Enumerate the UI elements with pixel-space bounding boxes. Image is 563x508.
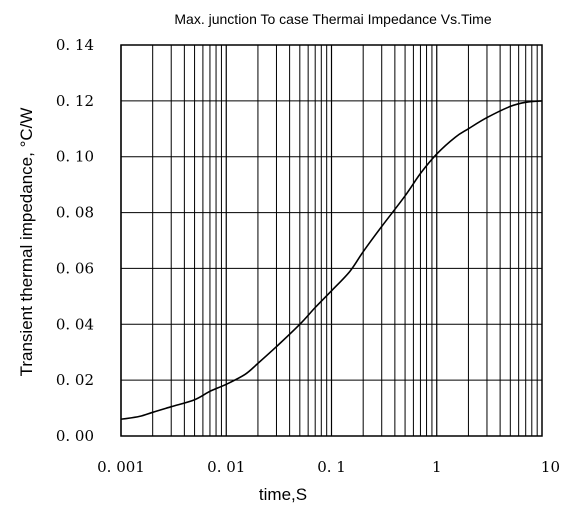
y-tick-label: 0. 02 — [56, 371, 94, 389]
chart-title: Max. junction To case Thermai Impedance … — [174, 11, 491, 27]
y-axis-label: Transient thermal impedance, °C/W — [17, 108, 36, 377]
tick-labels: 0. 00 0. 02 0. 04 0. 06 0. 08 0. 10 0. 12 0. 14… — [56, 36, 560, 476]
x-tick-label: 0. 1 — [317, 458, 346, 476]
series-line — [120, 100, 543, 420]
y-tick-label: 0. 10 — [56, 148, 94, 166]
x-axis-label: time,S — [259, 485, 307, 504]
y-tick-label: 0. 14 — [56, 36, 94, 54]
y-tick-label: 0. 04 — [56, 315, 94, 333]
y-tick-label: 0. 12 — [56, 92, 94, 110]
x-tick-label: 0. 01 — [207, 458, 245, 476]
x-tick-label: 0. 001 — [97, 458, 145, 476]
y-tick-label: 0. 00 — [56, 427, 94, 445]
y-tick-label: 0. 08 — [56, 204, 94, 222]
x-tick-label: 10 — [541, 458, 560, 476]
x-tick-label: 1 — [432, 458, 442, 476]
grid — [120, 44, 542, 437]
plot-frame — [120, 44, 543, 437]
y-tick-label: 0. 06 — [56, 259, 94, 277]
